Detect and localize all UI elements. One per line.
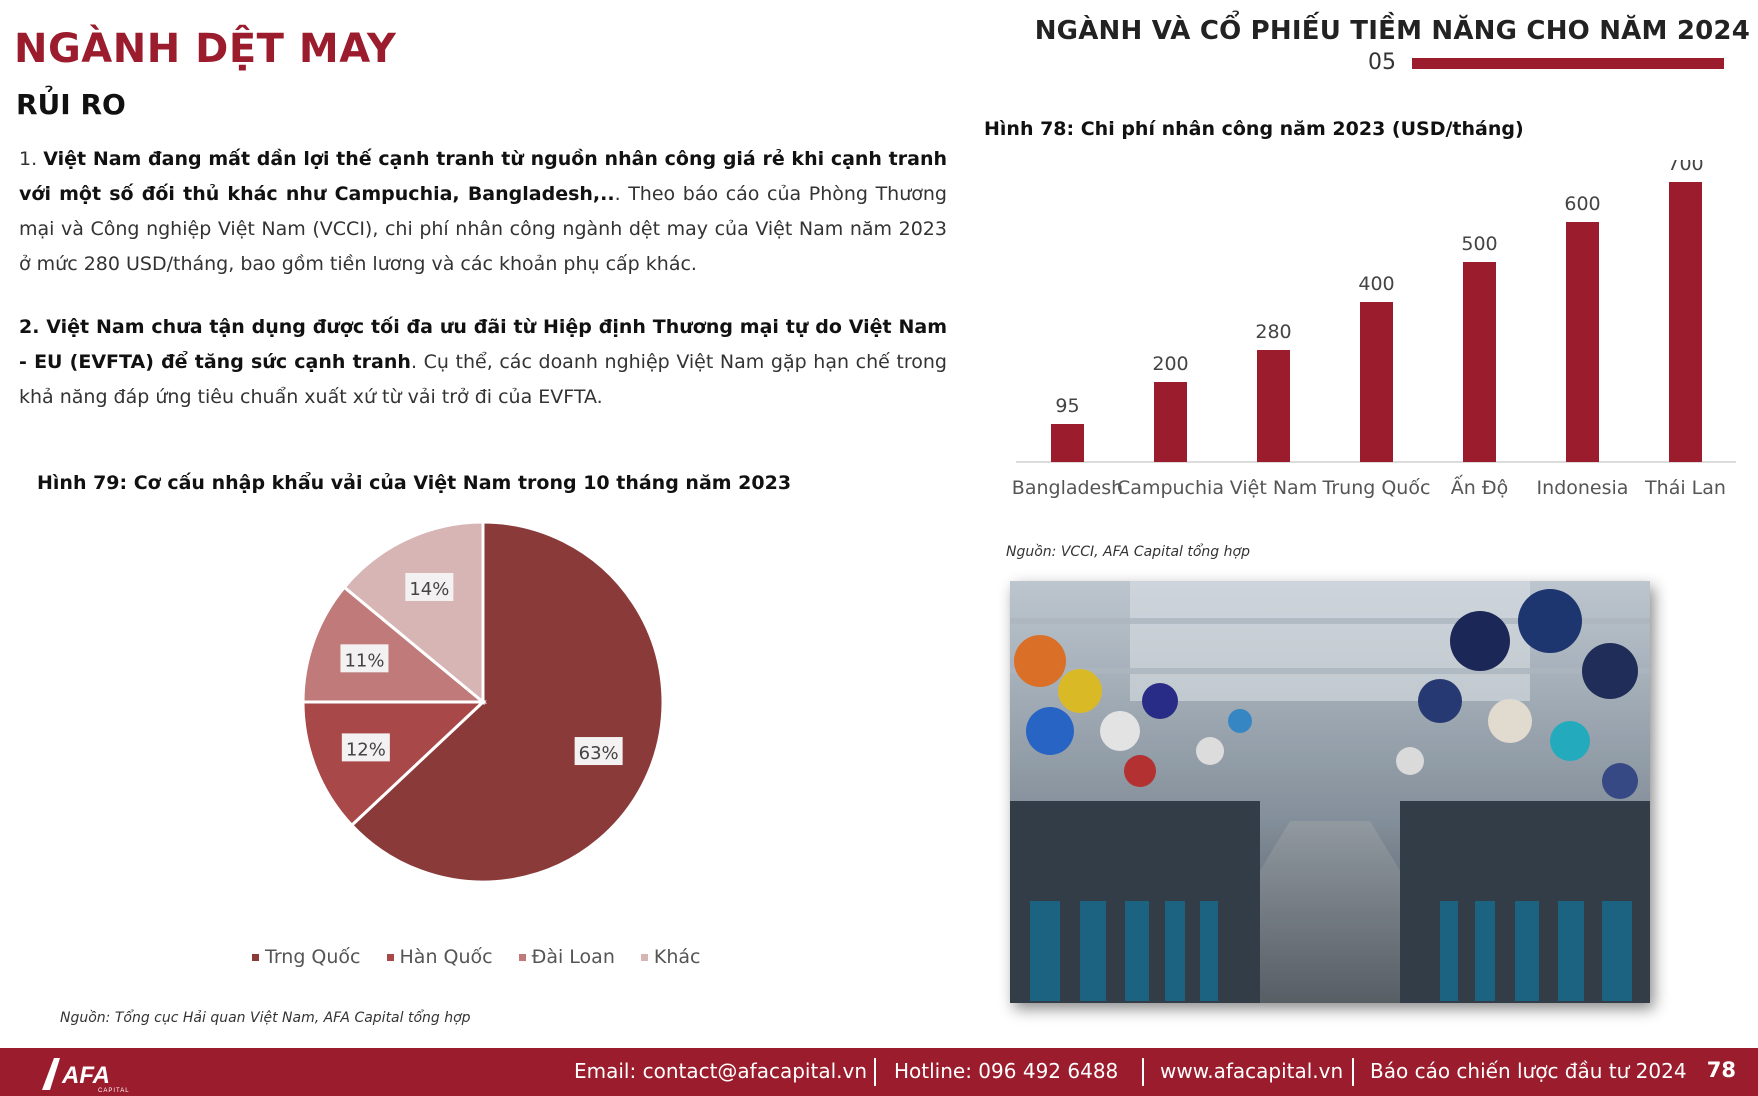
footer-separator <box>1352 1058 1354 1086</box>
pie-slice <box>342 520 485 706</box>
paragraph-1-text: . Theo báo cáo của Phòng Thương mại và C… <box>19 183 947 275</box>
fig78-source: Nguồn: VCCI, AFA Capital tổng hợp <box>1006 544 1250 560</box>
legend-item: Đài Loan <box>518 946 615 968</box>
legend-swatch <box>386 953 394 961</box>
x-tick-label: Việt Nam <box>1230 477 1317 499</box>
footer-separator <box>1142 1058 1144 1086</box>
paragraph-1: 1. Việt Nam đang mất dần lợi thế cạnh tr… <box>19 142 947 282</box>
bar <box>1257 350 1290 462</box>
footer-separator <box>874 1058 876 1086</box>
bar <box>1463 262 1496 462</box>
legend-item: Hàn Quốc <box>386 946 493 968</box>
legend-label: Khác <box>653 946 701 968</box>
bar-value-label: 400 <box>1358 273 1394 295</box>
x-tick-label: Campuchia <box>1117 477 1224 499</box>
footer-website[interactable]: www.afacapital.vn <box>1160 1059 1344 1083</box>
factory-illustration <box>1010 581 1650 1003</box>
legend-swatch <box>640 953 648 961</box>
svg-text:14%: 14% <box>409 579 449 600</box>
legend-item: Khác <box>640 946 701 968</box>
logo-text: AFA <box>61 1062 110 1089</box>
footer-bar: AFA CAPITAL Email: contact@afacapital.vn… <box>0 1048 1758 1096</box>
x-tick-label: Indonesia <box>1537 477 1629 499</box>
chapter-number: 05 <box>1368 50 1396 75</box>
x-tick-label: Ấn Độ <box>1451 474 1508 499</box>
bar-value-label: 600 <box>1564 193 1600 215</box>
pie-value-label: 11% <box>340 644 389 673</box>
paragraph-1-number: 1. <box>19 148 44 170</box>
x-tick-label: Thái Lan <box>1644 477 1726 499</box>
legend-label: Hàn Quốc <box>399 946 493 968</box>
x-tick-label: Bangladesh <box>1012 477 1123 499</box>
sub-title: RỦI RO <box>16 88 126 121</box>
textile-factory-photo <box>1010 581 1650 1003</box>
pie-value-label: 63% <box>574 737 623 766</box>
svg-text:63%: 63% <box>579 743 619 764</box>
bar-value-label: 500 <box>1461 233 1497 255</box>
bar-value-label: 95 <box>1055 395 1079 417</box>
svg-text:11%: 11% <box>344 650 384 671</box>
legend-label: Đài Loan <box>531 946 615 968</box>
bar <box>1669 182 1702 462</box>
pie-value-label: 14% <box>405 572 454 601</box>
legend-swatch <box>518 953 526 961</box>
report-title: NGÀNH VÀ CỔ PHIẾU TIỀM NĂNG CHO NĂM 2024 <box>1034 16 1750 46</box>
fig79-source: Nguồn: Tổng cục Hải quan Việt Nam, AFA C… <box>60 1010 471 1026</box>
paragraph-2-text: . Cụ thể, các doanh nghiệp Việt Nam gặp … <box>19 351 947 408</box>
labor-cost-bar-chart: 95 Bangladesh 200 Campuchia 280 Việt Nam 400 Tr… <box>1012 160 1736 499</box>
bar-value-label: 200 <box>1152 353 1188 375</box>
bar-value-label: 280 <box>1255 321 1291 343</box>
pie-slice <box>301 700 487 828</box>
footer-email[interactable]: Email: contact@afacapital.vn <box>574 1059 868 1083</box>
pie-slice <box>301 585 488 704</box>
pie-value-label: 12% <box>341 733 390 762</box>
paragraph-1-bold: Việt Nam đang mất dần lợi thế cạnh tranh… <box>19 148 947 205</box>
fig78-title: Hình 78: Chi phí nhân công năm 2023 (USD… <box>984 118 1524 140</box>
section-title: NGÀNH DỆT MAY <box>14 26 397 72</box>
bar-value-label: 700 <box>1667 160 1703 175</box>
paragraph-2: 2. Việt Nam chưa tận dụng được tối đa ưu… <box>19 310 947 415</box>
bar <box>1566 222 1599 462</box>
bar <box>1360 302 1393 462</box>
footer-hotline[interactable]: Hotline: 096 492 6488 <box>894 1059 1119 1083</box>
chapter-bar <box>1412 58 1724 69</box>
logo-subtext: CAPITAL <box>98 1088 130 1094</box>
fig79-title: Hình 79: Cơ cấu nhập khẩu vải của Việt N… <box>37 472 792 494</box>
x-tick-label: Trung Quốc <box>1322 477 1431 499</box>
legend-label: Trng Quốc <box>265 946 361 968</box>
pie-slice <box>349 520 665 884</box>
svg-text:12%: 12% <box>346 739 386 760</box>
bar <box>1154 382 1187 462</box>
fabric-import-pie-chart: 63% 12% 11% 14% <box>301 520 665 884</box>
bar <box>1051 424 1084 462</box>
paragraph-2-bold: 2. Việt Nam chưa tận dụng được tối đa ưu… <box>19 316 947 373</box>
pie-legend: Trng Quốc Hàn Quốc Đài Loan Khác <box>252 946 700 968</box>
legend-item: Trng Quốc <box>252 946 361 968</box>
page-number: 78 <box>1706 1058 1736 1082</box>
legend-swatch <box>252 953 259 961</box>
afa-capital-logo: AFA CAPITAL <box>40 1054 140 1096</box>
footer-report-name: Báo cáo chiến lược đầu tư 2024 <box>1370 1059 1687 1083</box>
